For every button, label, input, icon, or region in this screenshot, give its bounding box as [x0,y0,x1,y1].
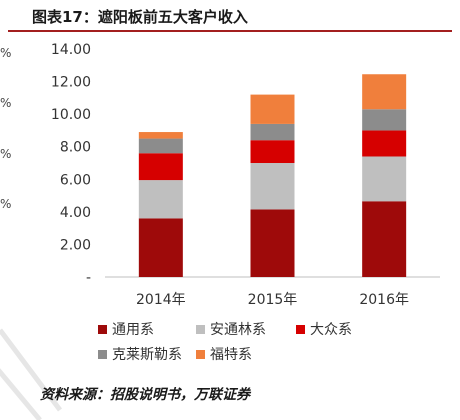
x-tick-label: 2014年 [136,292,186,308]
side-percent-label: % [0,197,12,211]
bar-segment [362,130,407,157]
bar-segment [362,74,407,110]
bar-segment [250,209,295,277]
bar-segment [362,156,407,202]
y-tick-label: 2.00 [60,237,91,253]
legend-swatch [98,325,107,334]
legend-swatch [98,350,107,359]
legend-label: 通用系 [112,322,154,338]
side-percent-label: % [0,46,12,60]
figure-title: 图表17：遮阳板前五大客户收入 [32,8,248,26]
y-tick-label: 14.00 [51,42,91,58]
side-percent-label: % [0,96,12,110]
x-tick-label: 2015年 [248,292,298,308]
source-note: 资料来源：招股说明书，万联证券 [40,387,250,403]
bar-segment [250,123,295,141]
bar-segment [362,109,407,131]
x-tick-label: 2016年 [359,292,409,308]
y-tick-label: 4.00 [60,205,91,221]
legend-label: 克莱斯勒系 [112,347,182,363]
bar-segment [250,140,295,163]
legend-swatch [196,350,205,359]
y-tick-label: - [86,270,91,286]
y-tick-label: 10.00 [51,107,91,123]
legend-label: 大众系 [310,322,352,338]
y-tick-label: 8.00 [60,140,91,156]
bar-segment [138,180,183,219]
y-tick-label: 6.00 [60,172,91,188]
y-tick-label: 12.00 [51,75,91,91]
bar-segment [138,153,183,181]
bar-segment [250,163,295,210]
bar-segment [138,132,183,139]
watermark-graphic [0,328,62,420]
bar-segment [250,94,295,124]
bar-segment [138,218,183,277]
bar-segment [362,201,407,277]
legend-label: 安通林系 [210,322,266,338]
figure-title-bar: 图表17：遮阳板前五大客户收入 [8,2,452,32]
legend-swatch [296,325,305,334]
legend-label: 福特系 [210,347,252,363]
bar-segment [138,138,183,154]
side-percent-label: % [0,147,12,161]
legend-swatch [196,325,205,334]
